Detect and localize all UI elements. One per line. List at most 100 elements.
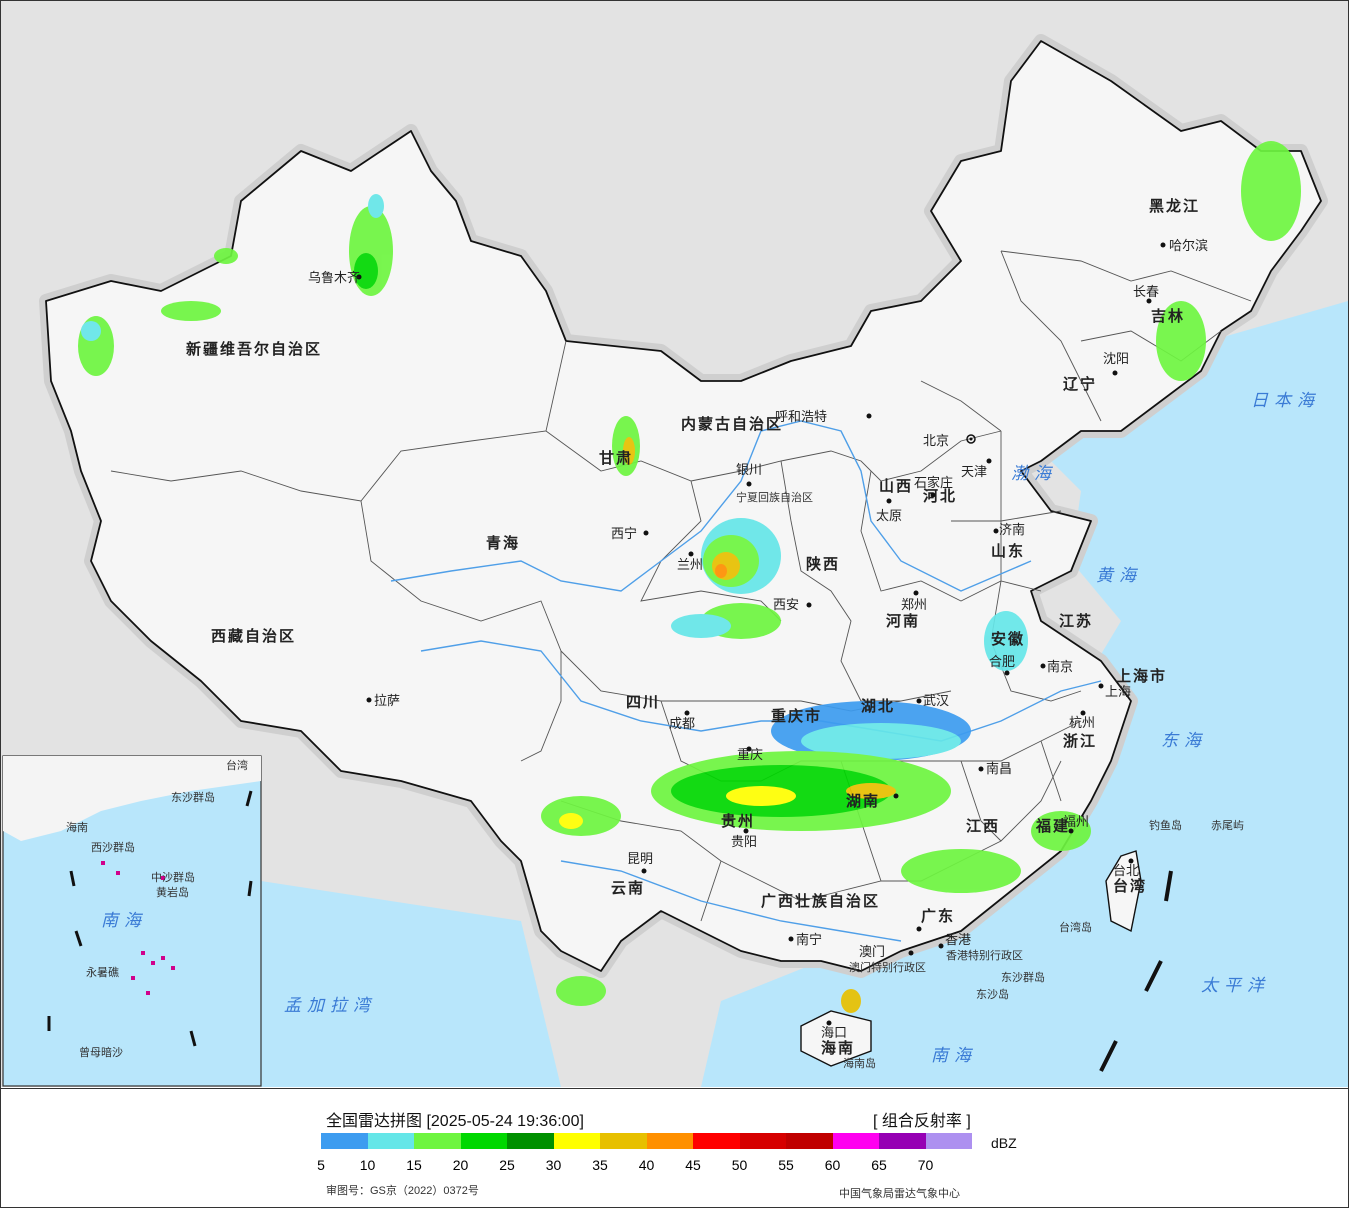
city-zhengzhou: 郑州 — [901, 590, 927, 613]
inset-label-dongsha: 东沙群岛 — [171, 790, 215, 804]
color-swatch — [739, 1133, 786, 1149]
inset-label-south-sea: 南海 — [101, 911, 147, 931]
city-taiyuan: 太原 — [876, 498, 902, 524]
province-label: 江苏 — [1059, 612, 1093, 630]
city-macau: 澳门 — [859, 944, 914, 960]
svg-text:石家庄: 石家庄 — [914, 475, 953, 491]
scale-tick-label: 45 — [685, 1157, 701, 1173]
color-swatch — [600, 1133, 647, 1149]
color-swatch — [832, 1133, 879, 1149]
svg-text:台北: 台北 — [1113, 864, 1139, 879]
province-label: 青海 — [486, 534, 520, 552]
scale-tick-label: 70 — [917, 1157, 934, 1173]
svg-text:南宁: 南宁 — [796, 932, 822, 948]
province-label: 江西 — [966, 817, 1000, 835]
label-hk-sar: 香港特别行政区 — [946, 948, 1023, 962]
svg-text:东沙群岛: 东沙群岛 — [1001, 970, 1045, 984]
province-label: 新疆维吾尔自治区 — [186, 340, 322, 358]
province-label: 西藏自治区 — [211, 627, 296, 645]
province-label: 内蒙古自治区 — [681, 415, 783, 433]
city-labels: 乌鲁木齐 拉萨 西宁 兰州 银川 呼和浩特 北京 天津 石家庄 太原 济南 郑州… — [308, 238, 1208, 1041]
svg-text:郑州: 郑州 — [901, 598, 927, 613]
svg-text:福州: 福州 — [1063, 815, 1089, 830]
scale-tick-label: 10 — [359, 1157, 376, 1173]
city-hangzhou: 杭州 — [1069, 710, 1095, 731]
svg-text:济南: 济南 — [999, 522, 1025, 538]
svg-text:武汉: 武汉 — [923, 694, 949, 709]
city-hefei: 合肥 — [989, 655, 1015, 676]
province-label: 山西 — [879, 477, 913, 495]
city-urumqi: 乌鲁木齐 — [308, 270, 362, 286]
south-china-sea-inset: 南海 中沙群岛 黄岩岛 永暑礁 曾母暗沙 西沙群岛 东沙群岛 台湾 海南 — [2, 755, 262, 1087]
city-yinchuan: 银川 — [736, 463, 762, 487]
color-swatch — [367, 1133, 414, 1149]
svg-text:拉萨: 拉萨 — [374, 694, 400, 709]
scale-tick-label: 50 — [731, 1157, 748, 1173]
svg-text:银川: 银川 — [736, 463, 762, 478]
province-label: 贵州 — [721, 812, 755, 830]
svg-text:南京: 南京 — [1047, 659, 1073, 675]
color-swatch — [414, 1133, 461, 1149]
svg-text:哈尔滨: 哈尔滨 — [1169, 238, 1208, 254]
city-shenyang: 沈阳 — [1103, 352, 1129, 376]
inset-label-xisha: 西沙群岛 — [91, 840, 135, 854]
color-swatch — [879, 1133, 926, 1149]
province-label: 宁夏回族自治区 — [736, 490, 813, 504]
sea-labels: 日本海 渤海 黄海 东海 太平洋 南海 孟加拉湾 — [284, 391, 1314, 1066]
legend-title: 全国雷达拼图 [2025-05-24 19:36:00] — [326, 1113, 584, 1130]
svg-text:太原: 太原 — [876, 509, 902, 524]
color-swatch — [786, 1133, 833, 1149]
radar-echoes — [78, 141, 1301, 1013]
svg-text:台湾岛: 台湾岛 — [1059, 920, 1092, 934]
japan-sea-area — [1211, 321, 1348, 481]
svg-text:香港: 香港 — [945, 933, 971, 948]
province-label: 陕西 — [806, 555, 840, 573]
unit-label: dBZ — [991, 1135, 1017, 1151]
city-chengdu: 成都 — [669, 710, 695, 732]
province-label: 安徽 — [991, 630, 1025, 648]
scale-tick-label: 55 — [778, 1157, 794, 1173]
province-label: 海南 — [821, 1039, 855, 1057]
svg-text:赤尾屿: 赤尾屿 — [1211, 819, 1244, 832]
city-wuhan: 武汉 — [916, 694, 949, 709]
svg-text:长春: 长春 — [1133, 285, 1159, 300]
province-label: 福建 — [1035, 817, 1070, 835]
china-radar-map: 南海 中沙群岛 黄岩岛 永暑礁 曾母暗沙 西沙群岛 东沙群岛 台湾 海南 新疆维… — [1, 1, 1348, 1087]
city-tianjin: 天津 — [961, 458, 992, 480]
svg-text:合肥: 合肥 — [989, 655, 1015, 670]
city-guangzhou — [916, 926, 922, 932]
color-swatch — [693, 1133, 740, 1149]
scale-tick-label: 40 — [638, 1157, 655, 1173]
city-taipei: 台北 — [1113, 858, 1139, 879]
city-changchun: 长春 — [1133, 285, 1159, 304]
province-labels: 新疆维吾尔自治区 西藏自治区 青海 甘肃 内蒙古自治区 黑龙江 吉林 辽宁 河北… — [186, 197, 1200, 1057]
province-label: 黑龙江 — [1149, 197, 1200, 215]
province-label: 辽宁 — [1063, 375, 1097, 393]
city-guiyang: 贵阳 — [731, 828, 757, 850]
province-label: 台湾 — [1113, 877, 1147, 895]
inset-label-huangyan: 黄岩岛 — [156, 885, 189, 899]
city-fuzhou: 福州 — [1063, 815, 1089, 834]
color-swatch — [553, 1133, 600, 1149]
color-swatch — [507, 1133, 554, 1149]
scale-tick-label: 60 — [824, 1157, 841, 1173]
svg-text:南昌: 南昌 — [986, 761, 1012, 777]
color-scale-bar — [321, 1133, 972, 1149]
color-swatch — [321, 1133, 368, 1149]
color-swatch — [460, 1133, 507, 1149]
svg-text:黄海: 黄海 — [1096, 566, 1142, 586]
svg-text:海口: 海口 — [821, 1026, 847, 1041]
inset-label-zengmu: 曾母暗沙 — [79, 1045, 123, 1059]
bay-of-bengal-area — [261, 881, 561, 1087]
scale-tick-label: 35 — [592, 1157, 608, 1173]
svg-text:孟加拉湾: 孟加拉湾 — [284, 996, 376, 1016]
svg-text:成都: 成都 — [669, 717, 695, 732]
province-label: 四川 — [626, 693, 660, 711]
svg-text:乌鲁木齐: 乌鲁木齐 — [308, 270, 360, 286]
svg-text:呼和浩特: 呼和浩特 — [775, 410, 827, 425]
city-lanzhou: 兰州 — [677, 551, 703, 573]
svg-text:海南岛: 海南岛 — [843, 1056, 876, 1070]
province-label: 广西壮族自治区 — [761, 892, 880, 910]
svg-text:渤海: 渤海 — [1011, 464, 1057, 484]
